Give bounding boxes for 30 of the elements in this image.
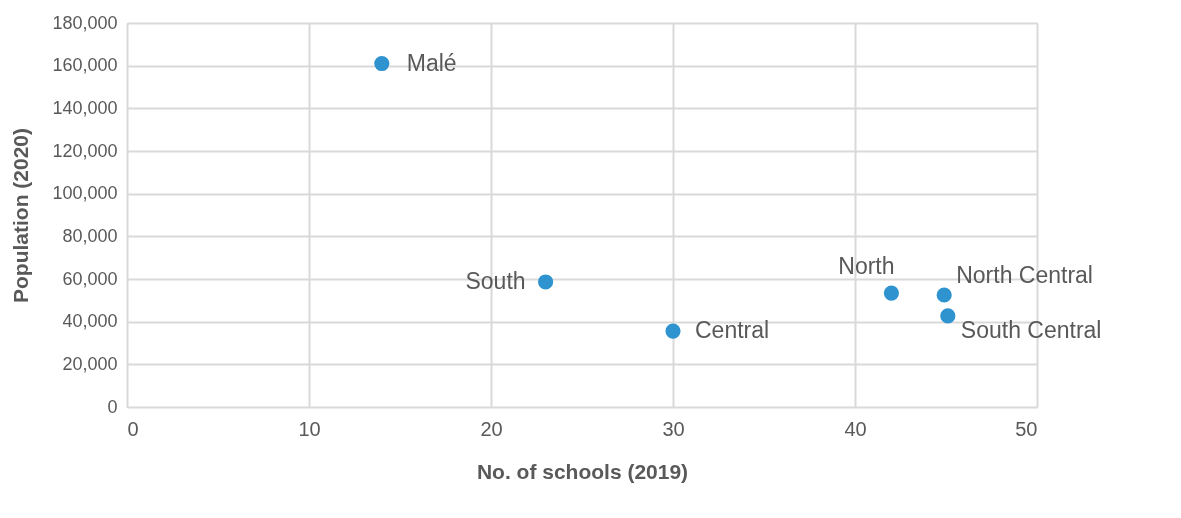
x-tick-label: 40 — [844, 417, 867, 440]
point — [936, 287, 952, 303]
y-tick-label: 0 — [107, 396, 118, 417]
y-tick-label: 120,000 — [52, 140, 118, 161]
annotation: Central — [695, 317, 770, 344]
y-tick-label: 40,000 — [62, 311, 118, 332]
y-tick-label: 20,000 — [62, 353, 118, 374]
y-axis-title: Population (2020) — [9, 127, 33, 304]
x-tick-label: 30 — [662, 417, 685, 440]
x-axis-title: No. of schools (2019) — [476, 459, 689, 483]
x-tick-label: 0 — [127, 417, 139, 440]
y-tick-label: 140,000 — [52, 97, 118, 118]
x-tick-label: 50 — [1015, 417, 1038, 440]
y-tick-label: 100,000 — [52, 183, 118, 204]
y-tick-label: 180,000 — [52, 12, 118, 33]
annotation: North Central — [956, 262, 1093, 288]
x-tick-label: 20 — [480, 417, 503, 440]
point — [374, 55, 390, 72]
annotation: North — [838, 253, 895, 280]
annotation: Malé — [406, 49, 457, 76]
annotation: South Central — [960, 316, 1102, 343]
y-tick-label: 60,000 — [62, 268, 118, 289]
point — [883, 285, 899, 301]
point — [538, 274, 554, 290]
x-tick-label: 10 — [298, 417, 321, 440]
point — [940, 308, 956, 324]
y-tick-label: 80,000 — [62, 225, 118, 246]
y-tick-label: 160,000 — [52, 55, 118, 76]
point — [665, 323, 681, 339]
annotation: South — [465, 267, 526, 294]
